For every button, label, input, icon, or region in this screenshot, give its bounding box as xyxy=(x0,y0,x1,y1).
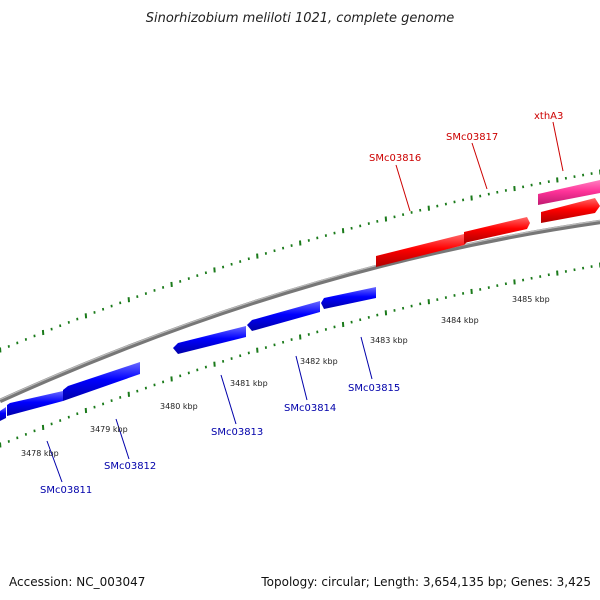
kbp-label-3485: 3485 kbp xyxy=(512,295,550,304)
kbp-label-3482: 3482 kbp xyxy=(300,357,338,366)
leader-smc03817 xyxy=(471,142,488,190)
gene-smc03813-arrow[interactable] xyxy=(173,326,246,354)
leader-smc03812 xyxy=(115,418,130,460)
topology-text: Topology: circular; Length: 3,654,135 bp… xyxy=(260,575,591,589)
leader-smc03816 xyxy=(395,164,411,212)
gene-xtha3-red-arrow[interactable] xyxy=(541,198,600,223)
leader-smc03814 xyxy=(295,355,308,401)
leader-smc03811 xyxy=(46,440,63,483)
tick-track-upper xyxy=(0,169,600,353)
genome-backbone xyxy=(0,219,600,404)
kbp-label-3478: 3478 kbp xyxy=(21,449,59,458)
gene-smc03812-arrow[interactable] xyxy=(63,362,140,401)
kbp-label-3484: 3484 kbp xyxy=(441,316,479,325)
gene-smc03811-arrow[interactable] xyxy=(7,391,63,416)
gene-xtha3-rna-arrow[interactable] xyxy=(538,180,600,205)
kbp-label-3483: 3483 kbp xyxy=(370,336,408,345)
gene-smc03815-arrow[interactable] xyxy=(321,287,376,309)
gene-label-smc03817[interactable]: SMc03817 xyxy=(446,132,498,143)
leader-smc03815 xyxy=(360,336,373,380)
gene-reverse-fragment[interactable] xyxy=(0,407,6,421)
gene-label-smc03813[interactable]: SMc03813 xyxy=(211,427,263,438)
kbp-label-3480: 3480 kbp xyxy=(160,402,198,411)
gene-label-smc03811[interactable]: SMc03811 xyxy=(40,485,92,496)
gene-label-smc03814[interactable]: SMc03814 xyxy=(284,403,336,414)
leader-xtha3 xyxy=(552,121,564,172)
gene-smc03817-arrow[interactable] xyxy=(464,217,530,243)
genome-backbone-highlight xyxy=(0,219,600,401)
accession-text: Accession: NC_003047 xyxy=(9,575,145,589)
kbp-label-3481: 3481 kbp xyxy=(230,379,268,388)
gene-label-xtha3[interactable]: xthA3 xyxy=(534,111,563,122)
leader-smc03813 xyxy=(220,374,237,425)
gene-label-smc03816[interactable]: SMc03816 xyxy=(369,153,421,164)
gene-smc03814-arrow[interactable] xyxy=(247,301,320,331)
map-title: Sinorhizobium meliloti 1021, complete ge… xyxy=(146,11,455,26)
gene-label-smc03815[interactable]: SMc03815 xyxy=(348,383,400,394)
gene-label-smc03812[interactable]: SMc03812 xyxy=(104,461,156,472)
kbp-label-3479: 3479 kbp xyxy=(90,425,128,434)
gene-smc03816-arrow[interactable] xyxy=(376,234,464,267)
tick-track-lower xyxy=(0,262,600,448)
